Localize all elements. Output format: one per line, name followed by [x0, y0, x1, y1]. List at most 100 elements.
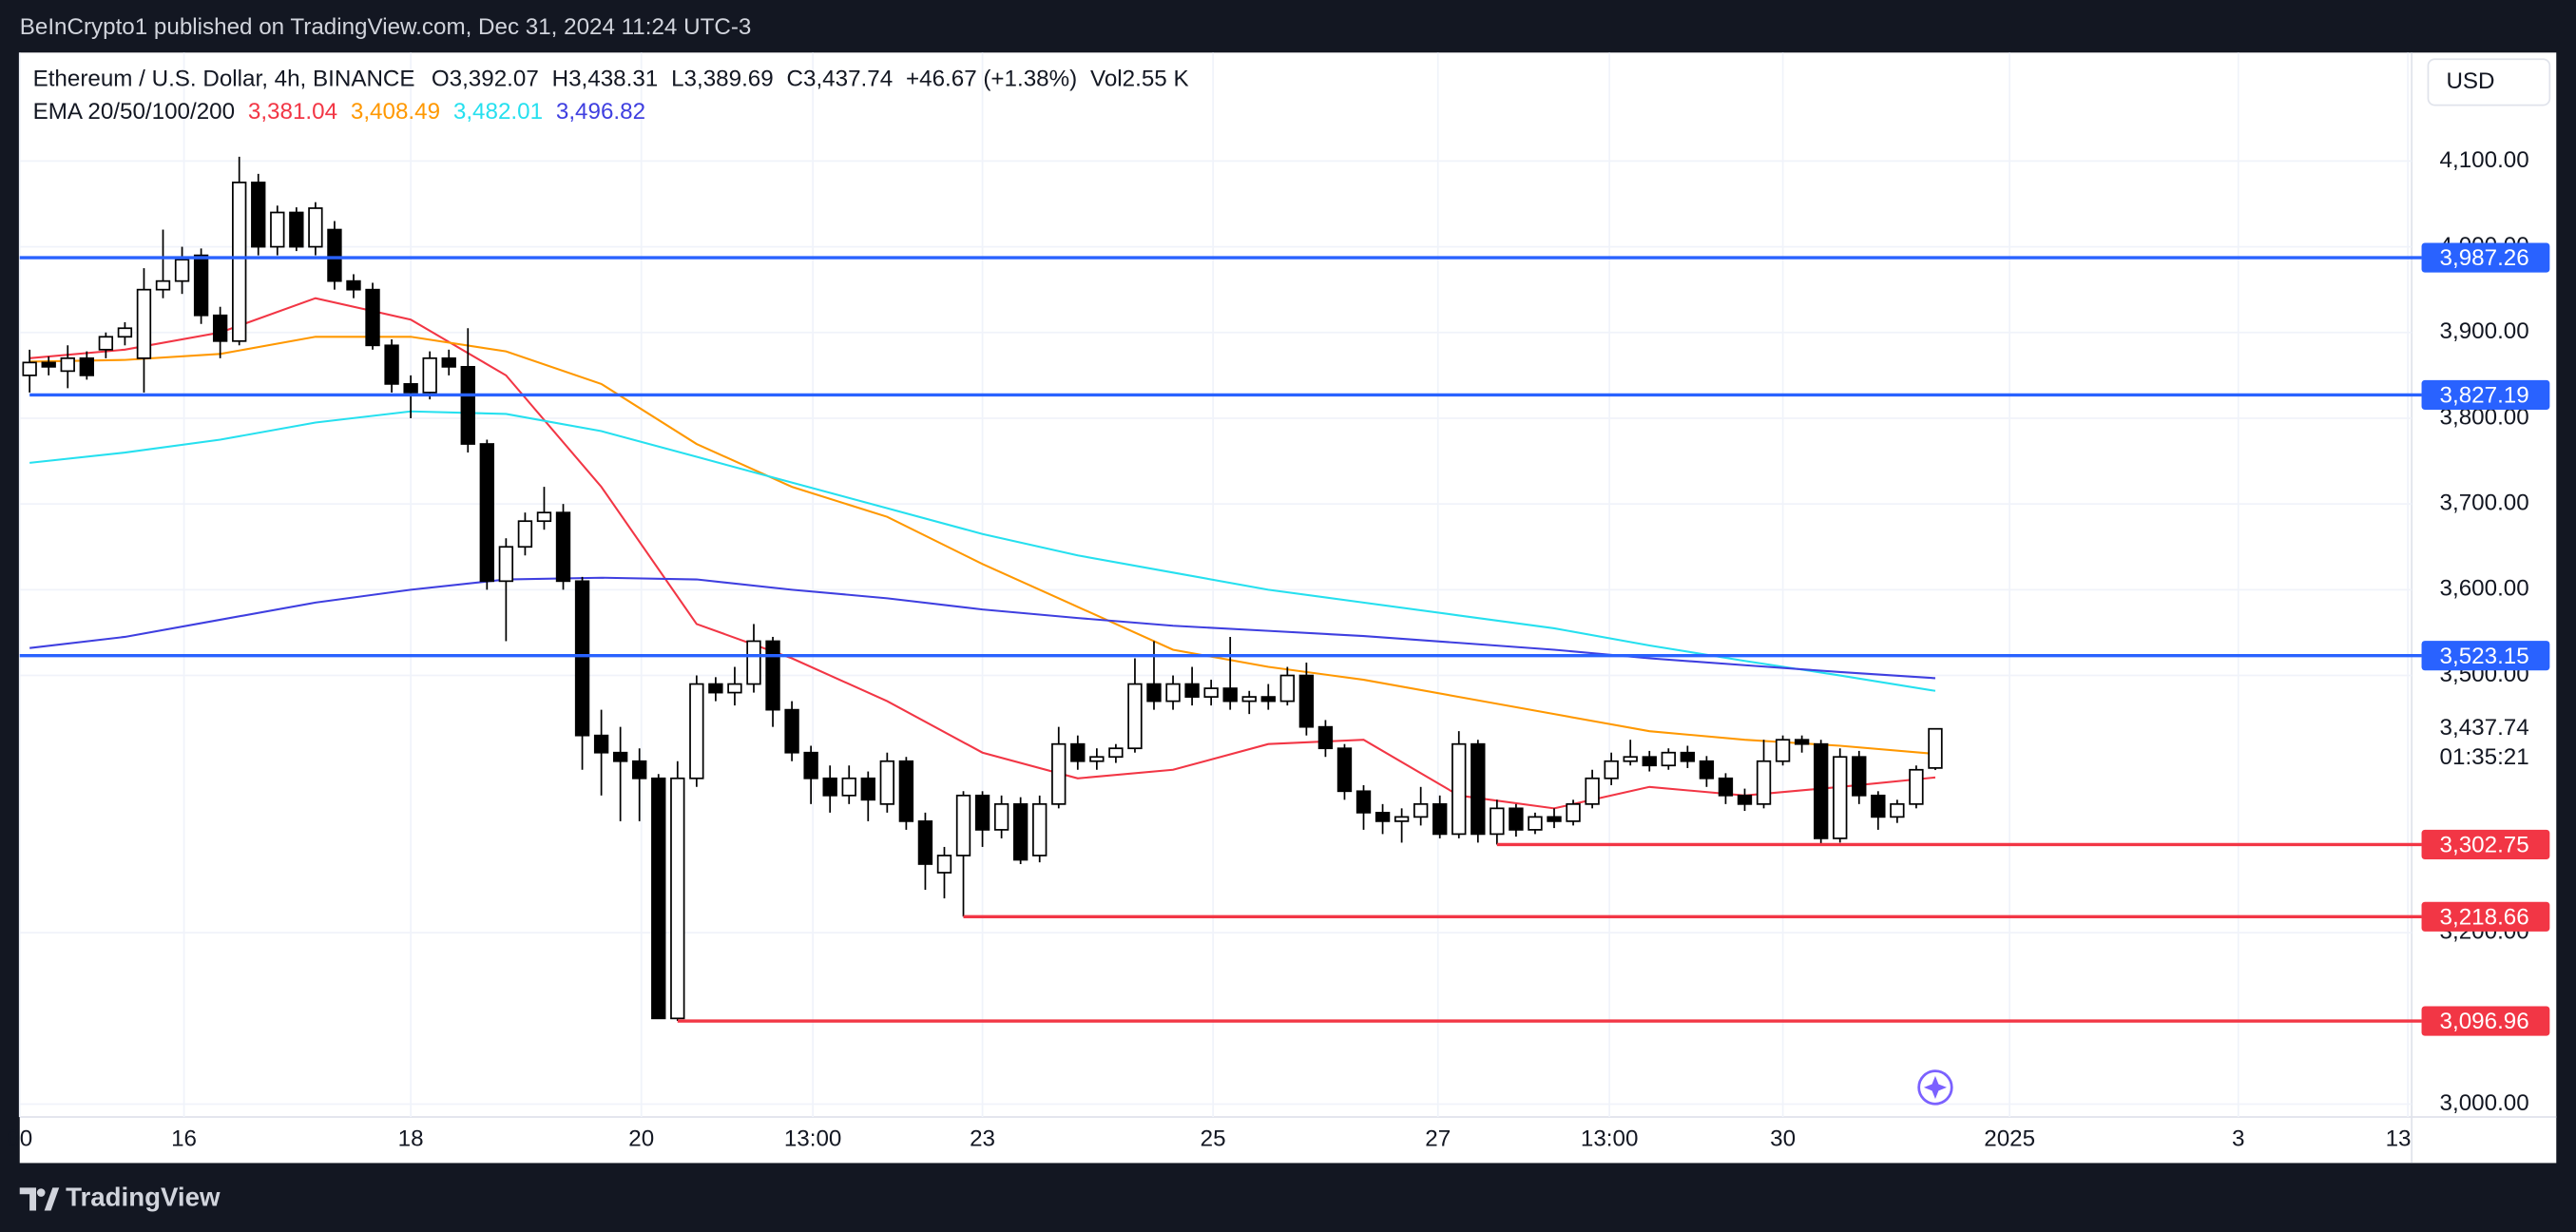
- candle-body: [1756, 760, 1772, 805]
- indicator-legend: EMA 20/50/100/200 3,381.04 3,408.49 3,482.0…: [33, 100, 645, 125]
- candle-body: [727, 683, 742, 694]
- x-tick-label: 13:00: [784, 1126, 842, 1152]
- candle-body: [536, 511, 552, 523]
- level-label: 3,096.96: [2440, 1009, 2529, 1034]
- candle-body: [670, 777, 685, 1020]
- candle-body: [1833, 756, 1848, 839]
- candle-body: [1298, 674, 1315, 728]
- candle-body: [60, 356, 75, 373]
- candle-body: [1737, 794, 1753, 805]
- candle-body: [98, 336, 114, 351]
- candle-body: [574, 580, 590, 737]
- candle-body: [593, 734, 609, 754]
- candle-body: [1032, 802, 1048, 857]
- x-tick-label: 25: [1201, 1126, 1226, 1152]
- scroll-icon[interactable]: [1917, 1069, 1953, 1106]
- candle-body: [251, 182, 266, 248]
- level-badge: [2421, 379, 2550, 410]
- candle-body: [1070, 742, 1086, 762]
- candle-body: [384, 344, 399, 385]
- candle-body: [1813, 742, 1829, 839]
- ema-value: 3,408.49: [351, 100, 440, 125]
- candle-body: [765, 640, 780, 711]
- brand: TradingView: [66, 1183, 221, 1212]
- candle-body: [1184, 683, 1200, 698]
- candle-body: [1317, 725, 1334, 750]
- candle-body: [346, 279, 361, 291]
- x-tick-label: 18: [398, 1126, 424, 1152]
- candle-body: [1222, 687, 1238, 703]
- ohlc-value: Vol2.55 K: [1090, 67, 1189, 92]
- ema-line: [29, 410, 1936, 692]
- currency[interactable]: USD: [2446, 68, 2494, 94]
- candle-body: [1718, 777, 1734, 797]
- candle-body: [632, 760, 647, 780]
- candle-body: [1642, 756, 1657, 767]
- indicator: EMA 20/50/100/200: [33, 100, 236, 125]
- x-tick-label: 23: [970, 1126, 995, 1152]
- candle-body: [1890, 802, 1905, 818]
- candle-body: [1127, 683, 1143, 750]
- candle-body: [1775, 739, 1791, 762]
- candle-body: [555, 511, 571, 583]
- candle-body: [974, 794, 990, 831]
- candle-body: [517, 520, 533, 549]
- countdown: 01:35:21: [2440, 744, 2529, 770]
- candle-body: [1680, 751, 1696, 762]
- level-badge: [2421, 829, 2550, 860]
- y-tick-label: 3,000.00: [2440, 1090, 2529, 1116]
- level-badge: [2421, 1006, 2550, 1036]
- candle-body: [1604, 760, 1619, 780]
- candle-body: [1241, 696, 1257, 703]
- ema-line: [29, 336, 1936, 756]
- candle-body: [1260, 696, 1276, 703]
- level-badge: [2421, 901, 2550, 932]
- candle-body: [1623, 756, 1638, 762]
- candle-body: [689, 683, 704, 780]
- candle-body: [155, 279, 171, 291]
- candle-body: [479, 443, 494, 583]
- candle-body: [1566, 802, 1581, 822]
- y-tick-label: 3,900.00: [2440, 318, 2529, 344]
- candle-body: [1432, 802, 1448, 836]
- ohlc-value: C3,437.74: [787, 67, 894, 92]
- x-tick-label: 2025: [1984, 1126, 2035, 1152]
- currency-button[interactable]: [2427, 58, 2551, 106]
- candle-body: [1794, 739, 1810, 745]
- level-label: 3,827.19: [2440, 383, 2529, 409]
- candle-body: [1413, 802, 1429, 818]
- candle-body: [1394, 816, 1410, 822]
- ohlc-value: L3,389.69: [671, 67, 774, 92]
- chart-area: [19, 52, 2557, 1164]
- candle-body: [1585, 777, 1600, 805]
- candle-body: [403, 383, 418, 394]
- candle-body: [1909, 768, 1924, 805]
- candle-body: [1852, 756, 1867, 797]
- candle-body: [270, 211, 285, 248]
- level-label: 3,523.15: [2440, 644, 2529, 669]
- candle-body: [1279, 674, 1296, 703]
- symbol-legend: Ethereum / U.S. Dollar, 4h, BINANCE O3,39…: [33, 67, 1189, 92]
- candle-body: [41, 361, 56, 368]
- candle-body: [1203, 687, 1219, 698]
- candle-body: [841, 777, 856, 797]
- candle-body: [460, 365, 475, 445]
- level-badge: [2421, 242, 2550, 273]
- candle-body: [708, 683, 723, 694]
- candle-body: [1089, 756, 1105, 762]
- x-tick-label: 20: [628, 1126, 654, 1152]
- candle-body: [289, 211, 304, 248]
- last-price-bg: [2421, 712, 2550, 779]
- candle-body: [746, 640, 761, 685]
- candle-body: [193, 254, 209, 317]
- candle-body: [1528, 816, 1543, 831]
- candle-body: [1699, 760, 1715, 780]
- ema-value: 3,482.01: [453, 100, 543, 125]
- candle-body: [498, 546, 514, 583]
- candle-body: [1336, 747, 1353, 793]
- candle-body: [1871, 794, 1886, 818]
- candle-body: [936, 855, 952, 874]
- candle-body: [1355, 790, 1372, 814]
- x-tick-label: 30: [1770, 1126, 1796, 1152]
